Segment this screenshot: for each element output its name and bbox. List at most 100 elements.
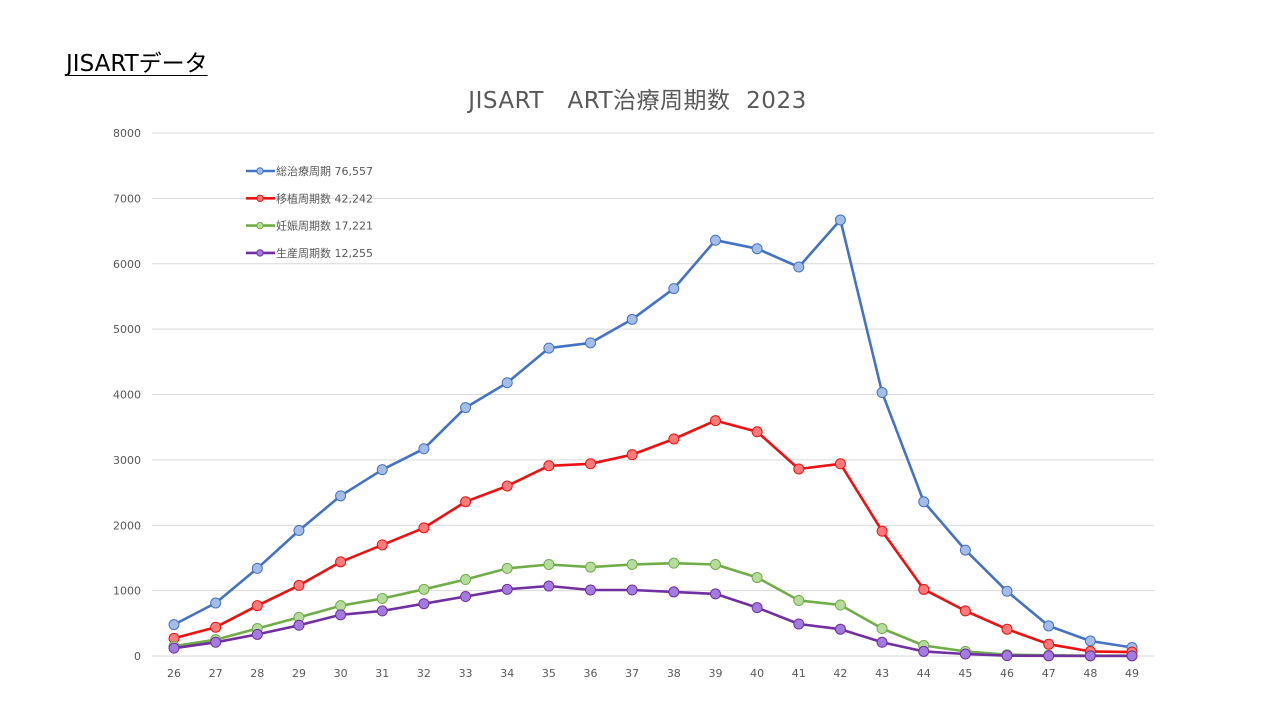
data-point [1043,638,1055,650]
data-point [751,426,763,438]
x-tick-label: 34 [500,667,514,680]
legend-item: 妊娠周期数 17,221 [246,219,373,233]
data-point [918,645,930,657]
series-layer [168,214,1138,662]
data-point [1126,650,1138,662]
data-point [876,387,888,399]
data-point [709,558,721,570]
series-line [173,218,1133,649]
y-tick-label: 0 [134,650,141,663]
data-point [543,558,555,570]
data-point [251,562,263,574]
y-axis-ticks: 0 1000 2000 3000 4000 5000 6000 7000 8000 [113,127,141,663]
data-point [876,636,888,648]
series-1 [168,214,1138,654]
data-point [626,313,638,325]
data-point [1001,623,1013,635]
data-point [460,591,472,603]
data-point [293,619,305,631]
data-point [626,584,638,596]
data-point [959,544,971,556]
legend-item: 総治療周期 76,557 [246,164,373,178]
data-point [626,558,638,570]
legend-swatch-marker [256,167,264,175]
data-point [709,415,721,427]
data-point [834,458,846,470]
data-point [501,583,513,595]
data-point [626,449,638,461]
legend-swatch-marker [256,249,264,257]
y-tick-label: 2000 [113,519,141,532]
data-point [418,443,430,455]
y-tick-label: 6000 [113,258,141,271]
series-2 [168,415,1138,658]
data-point [168,642,180,654]
x-tick-label: 26 [167,667,181,680]
data-point [834,623,846,635]
data-point [1043,620,1055,632]
data-point [376,592,388,604]
data-point [251,600,263,612]
data-point [668,283,680,295]
data-point [1084,635,1096,647]
x-tick-label: 49 [1125,667,1139,680]
x-tick-label: 28 [250,667,264,680]
series-line [173,561,1132,658]
series-line [173,584,1132,658]
y-tick-label: 1000 [113,585,141,598]
data-point [959,605,971,617]
x-tick-label: 41 [792,667,806,680]
data-point [376,605,388,617]
x-tick-label: 39 [708,667,722,680]
data-point [876,525,888,537]
x-tick-label: 38 [667,667,681,680]
data-point [1001,650,1013,662]
data-point [793,261,805,273]
legend-item: 生産周期数 12,255 [246,246,373,260]
data-point [1084,650,1096,662]
y-tick-label: 7000 [113,192,141,205]
x-tick-label: 31 [375,667,389,680]
data-point [668,586,680,598]
data-point [168,619,180,631]
data-point [876,623,888,635]
data-point [543,580,555,592]
x-tick-label: 36 [584,667,598,680]
x-axis-ticks: 26 27 28 29 30 31 32 33 34 35 36 37 38 39 40 41 42 43 44 45… [167,667,1139,680]
legend: 総治療周期 76,557 移植周期数 42,242 妊娠周期数 17,221 生産周期… [246,164,373,260]
data-point [668,557,680,569]
data-point [751,602,763,614]
data-point [210,621,222,633]
data-point [1001,585,1013,597]
data-point [251,628,263,640]
legend-swatch-marker [256,194,264,203]
data-point [460,402,472,414]
data-point [751,243,763,255]
grid-layer [152,132,1154,657]
x-tick-label: 42 [833,667,847,680]
legend-label: 移植周期数 42,242 [276,191,373,205]
data-point [585,337,597,349]
y-tick-label: 3000 [113,454,141,467]
data-point [293,524,305,536]
series-4 [168,580,1138,662]
data-point [834,214,846,226]
legend-item: 移植周期数 42,242 [246,191,373,205]
data-point [543,342,555,354]
data-point [543,460,555,472]
data-point [460,496,472,508]
data-point [335,600,347,612]
legend-label: 生産周期数 12,255 [276,246,373,260]
y-tick-label: 5000 [113,323,141,336]
legend-swatch-marker [256,221,264,230]
data-point [709,588,721,600]
data-point [918,496,930,508]
data-point [376,539,388,551]
x-tick-label: 46 [1000,667,1014,680]
data-point [918,583,930,595]
chart-title: JISART ART治療周期数 2023 [468,88,807,114]
data-point [210,597,222,609]
x-tick-label: 29 [292,667,306,680]
data-point [585,458,597,470]
